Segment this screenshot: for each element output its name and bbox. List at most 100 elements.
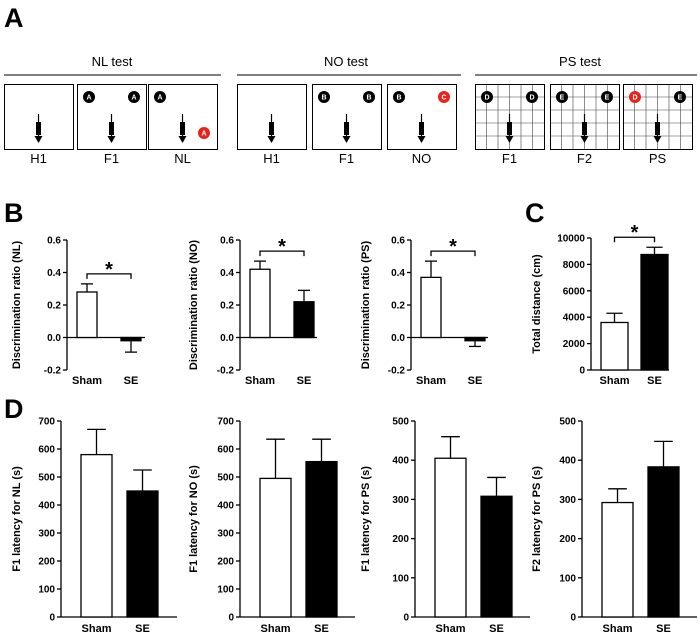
panel-label-b: B: [4, 198, 24, 228]
object-letter: C: [441, 95, 446, 102]
y-tick-label: 100: [392, 573, 409, 584]
bar-sham: [249, 268, 271, 339]
bar-se: [305, 460, 338, 618]
y-tick-label: 0.0: [220, 333, 234, 344]
object-marker: [438, 91, 450, 103]
arena-label: H1: [30, 151, 47, 166]
object-marker: [393, 91, 405, 103]
x-category-label: SE: [489, 623, 504, 635]
y-tick-label: 600: [38, 445, 55, 456]
object-letter: A: [86, 95, 91, 102]
object-marker: [198, 127, 210, 139]
y-tick-label: 0.2: [391, 301, 405, 312]
start-arrow-icon: [34, 136, 43, 143]
object-marker: [556, 91, 568, 103]
arena-label: F1: [104, 151, 119, 166]
x-category-label: Sham: [603, 623, 633, 635]
start-arrow-icon: [505, 136, 514, 143]
y-tick-label: 0.2: [47, 301, 61, 312]
y-tick-label: 300: [38, 529, 55, 540]
bar-se: [120, 336, 142, 342]
arena-box: [237, 84, 307, 150]
y-tick-label: 500: [559, 417, 576, 428]
panel-label-d: D: [4, 394, 24, 424]
object-letter: B: [321, 95, 326, 102]
y-axis-label: Total distance (cm): [531, 254, 543, 354]
significance-bracket: [613, 236, 656, 243]
object-letter: D: [529, 95, 534, 102]
y-tick-label: 600: [217, 445, 234, 456]
y-tick-label: -0.2: [44, 366, 62, 377]
significance-star: *: [631, 222, 639, 244]
y-tick-label: 0.6: [220, 236, 234, 247]
arena-box: [4, 84, 74, 150]
significance-bracket: [430, 250, 476, 257]
mouse-body-icon: [180, 122, 185, 135]
y-tick-label: 300: [217, 529, 234, 540]
significance-bracket: [259, 250, 305, 257]
y-tick-label: 2000: [563, 339, 586, 350]
y-tick-label: 400: [38, 501, 55, 512]
object-marker: [83, 91, 95, 103]
panel-label-a: A: [4, 3, 24, 33]
significance-bracket: [86, 273, 132, 279]
x-category-label: SE: [647, 375, 662, 387]
y-tick-label: 4000: [563, 313, 586, 324]
object-letter: E: [605, 95, 610, 102]
y-tick-label: 300: [559, 495, 576, 506]
object-letter: B: [366, 95, 371, 102]
x-category-label: Sham: [600, 375, 630, 387]
object-marker: [601, 91, 613, 103]
bar-chart-d2: 0 100 200 300 400 500 600 700 Sham SE F1 latency f…: [188, 417, 355, 635]
bar-chart-d3: 0 100 200 300 400 500 Sham SE F1 latency for PS …: [360, 417, 530, 635]
y-axis-label: F1 latency for NO (s): [188, 465, 200, 573]
object-marker: [318, 91, 330, 103]
start-arrow-icon: [580, 136, 589, 143]
start-arrow-icon: [178, 136, 187, 143]
mouse-body-icon: [582, 122, 587, 135]
y-axis-label: Discrimination ratio (NL): [11, 240, 23, 369]
object-letter: A: [131, 95, 136, 102]
arena-label: NO: [412, 151, 432, 166]
bar-se: [647, 466, 680, 618]
y-tick-label: 0.4: [47, 268, 61, 279]
arena-label: NL: [174, 151, 191, 166]
significance-star: *: [278, 236, 286, 258]
object-marker: [629, 91, 641, 103]
arena-label: PS: [649, 151, 667, 166]
x-category-label: Sham: [416, 375, 446, 387]
bar-chart-b1: -0.2 0.0 0.2 0.4 0.6 Sham SE Discrimination rat…: [11, 236, 145, 387]
bar-sham: [80, 453, 113, 618]
x-category-label: SE: [314, 623, 329, 635]
object-marker: [363, 91, 375, 103]
y-tick-label: 0.0: [391, 333, 405, 344]
x-category-label: SE: [135, 623, 150, 635]
object-marker: [481, 91, 493, 103]
y-axis-label: F1 latency for PS (s): [360, 466, 372, 572]
y-tick-label: 0.4: [220, 268, 234, 279]
x-category-label: Sham: [82, 623, 112, 635]
bar-se: [293, 301, 315, 339]
object-marker: [674, 91, 686, 103]
object-marker: [128, 91, 140, 103]
mouse-body-icon: [419, 122, 424, 135]
y-tick-label: 200: [392, 534, 409, 545]
y-axis-label: Discrimination ratio (PS): [360, 240, 372, 369]
arena-label: F2: [577, 151, 592, 166]
y-tick-label: 0: [49, 613, 55, 624]
object-letter: E: [678, 95, 683, 102]
mouse-body-icon: [36, 122, 41, 135]
y-tick-label: 400: [392, 456, 409, 467]
y-tick-label: 0: [579, 366, 585, 377]
y-axis-label: Discrimination ratio (NO): [188, 240, 200, 371]
mouse-body-icon: [344, 122, 349, 135]
y-tick-label: -0.2: [217, 366, 235, 377]
bar-chart-b3: -0.2 0.0 0.2 0.4 0.6 Sham SE Discrimination rat…: [360, 236, 488, 387]
y-tick-label: 500: [392, 417, 409, 428]
